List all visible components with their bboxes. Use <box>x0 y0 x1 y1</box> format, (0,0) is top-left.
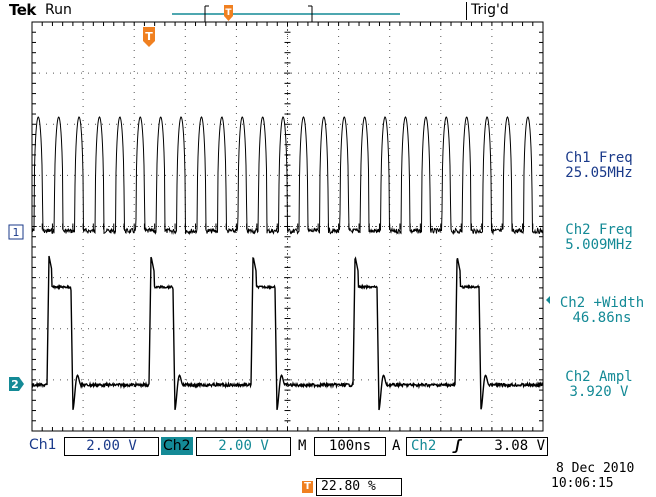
measurement-value: 25.05MHz <box>565 165 633 181</box>
measurement-ch2-freq: Ch2 Freq 5.009MHz <box>544 223 654 253</box>
ch1-ground-marker[interactable]: 1 <box>8 224 24 240</box>
graticule <box>31 21 544 432</box>
svg-text:T: T <box>225 8 232 18</box>
trigger-marker-icon: T <box>143 27 155 47</box>
ch1-label[interactable]: Ch1 <box>29 437 57 453</box>
record-position-indicator: T <box>172 5 400 23</box>
status-bar: Tek Run Trig'd <box>0 0 656 22</box>
ch1-waveform <box>31 116 544 236</box>
measurement-value: 46.86ns <box>572 310 632 326</box>
horizontal-position[interactable]: 22.80 % <box>316 478 402 496</box>
ch1-scale[interactable]: 2.00 V <box>64 437 159 456</box>
trigger-source: Ch2 <box>411 438 437 454</box>
measurement-value: 3.920 V <box>569 384 629 400</box>
ch2-ground-marker[interactable]: 2 <box>9 377 24 391</box>
measurement-label: Ch2 Ampl <box>565 369 633 385</box>
trigger-position-icon: T <box>224 5 233 21</box>
svg-text:2: 2 <box>11 378 19 391</box>
measurement-ch2-width: Ch2 +Width 46.86ns <box>547 296 656 326</box>
timebase-mode: M <box>298 438 307 454</box>
time-readout: 10:06:15 <box>551 476 614 491</box>
ch2-label[interactable]: Ch2 <box>161 437 193 455</box>
ch2-scale[interactable]: 2.00 V <box>196 437 291 456</box>
trigger-settings[interactable]: Ch2 ʃ 3.08 V <box>406 437 548 456</box>
date-readout: 8 Dec 2010 <box>556 461 635 476</box>
measurement-ch2-ampl: Ch2 Ampl 3.920 V <box>544 370 654 400</box>
svg-text:1: 1 <box>13 226 20 239</box>
timebase-value[interactable]: 100ns <box>314 437 386 456</box>
brand-logo: Tek <box>9 1 36 19</box>
trigger-level: 3.08 V <box>494 438 545 454</box>
trigger-mode: A <box>392 438 401 454</box>
svg-text:T: T <box>145 30 153 43</box>
run-state: Run <box>45 2 72 18</box>
trigger-slope-icon: ʃ <box>453 438 462 454</box>
trigger-position-icon: T <box>302 481 313 493</box>
measurement-label: Ch2 Freq <box>565 222 633 238</box>
measurement-value: 5.009MHz <box>565 237 633 253</box>
measurement-label: Ch2 +Width <box>559 295 645 311</box>
trigger-state: Trig'd <box>466 2 509 20</box>
measurement-label: Ch1 Freq <box>565 150 633 166</box>
ch2-waveform <box>31 255 544 411</box>
measurement-ch1-freq: Ch1 Freq 25.05MHz <box>544 151 654 181</box>
waveform-display[interactable]: T 1 2 <box>0 0 656 440</box>
measurement-pointer-icon <box>546 296 550 304</box>
